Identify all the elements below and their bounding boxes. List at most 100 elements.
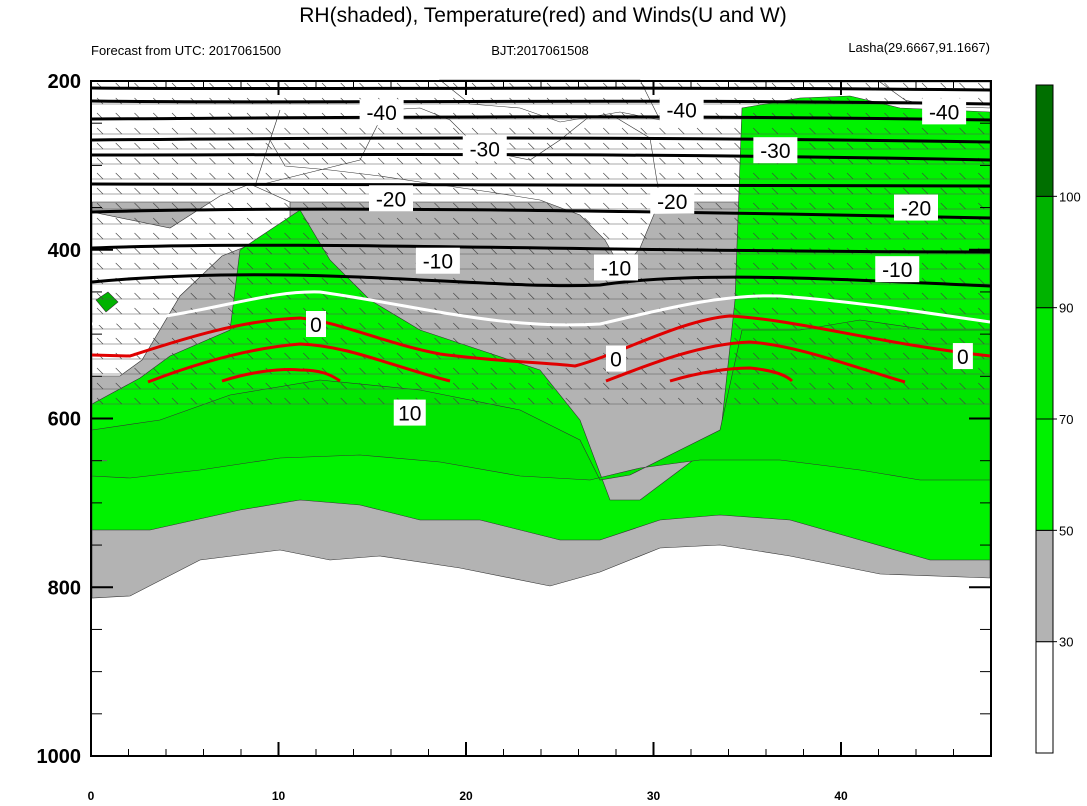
wind-barb-tick: [134, 322, 141, 330]
wind-barb-tick: [734, 232, 741, 240]
wind-barb-tick: [340, 262, 347, 270]
wind-barb-tick: [228, 232, 235, 240]
wind-barb-tick: [509, 337, 516, 345]
wind-barb-tick: [209, 142, 216, 150]
wind-barb-tick: [453, 172, 460, 180]
wind-barb-tick: [771, 352, 779, 360]
wind-barb-tick: [153, 307, 160, 315]
wind-barb-tick: [265, 187, 272, 195]
wind-barb-tick: [528, 172, 535, 180]
wind-barb-tick: [678, 127, 685, 135]
wind-barb-tick: [359, 337, 366, 345]
wind-barb-tick: [846, 157, 854, 165]
wind-barb-tick: [584, 292, 591, 300]
wind-barb-tick: [715, 397, 722, 405]
contour-label: 0: [610, 349, 622, 372]
wind-barb-tick: [753, 202, 760, 210]
contour-label-box: [369, 185, 413, 212]
wind-barb-tick: [284, 187, 291, 195]
subtitle-center: BJT:2017061508: [491, 43, 589, 58]
wind-barb-tick: [321, 127, 329, 135]
wind-barb-tick: [303, 232, 310, 240]
wind-barb-tick: [603, 217, 610, 225]
wind-barb-tick: [228, 307, 235, 315]
wind-barb-tick: [340, 232, 347, 240]
wind-barb-tick: [171, 217, 179, 225]
wind-barb-tick: [153, 262, 160, 270]
wind-barb-tick: [228, 382, 235, 390]
wind-barb-tick: [715, 157, 722, 165]
wind-barb-tick: [96, 262, 104, 270]
wind-barb-tick: [340, 382, 347, 390]
wind-barb-tick: [809, 337, 816, 345]
wind-barb-tick: [171, 397, 179, 405]
wind-barb-tick: [828, 367, 835, 375]
wind-barb-tick: [715, 217, 722, 225]
wind-barb-tick: [190, 337, 197, 345]
wind-barb-tick: [321, 382, 329, 390]
wind-barb-tick: [171, 262, 179, 270]
y-tick-label: 200: [48, 71, 81, 93]
wind-barb-tick: [753, 277, 760, 285]
wind-barb-tick: [921, 397, 929, 405]
wind-barb-tick: [490, 382, 497, 390]
wind-barb-tick: [284, 277, 291, 285]
wind-barb-tick: [340, 397, 347, 405]
wind-barb-tick: [190, 232, 197, 240]
wind-barb-tick: [565, 367, 572, 375]
wind-barb-tick: [265, 337, 272, 345]
wind-barb-tick: [265, 247, 272, 255]
wind-barb-tick: [846, 187, 854, 195]
wind-barb-tick: [884, 217, 891, 225]
wind-barb-tick: [940, 187, 947, 195]
wind-barb-tick: [303, 172, 310, 180]
wind-barb-tick: [490, 337, 497, 345]
wind-barb-tick: [621, 292, 629, 300]
wind-barb-tick: [265, 397, 272, 405]
wind-barb-tick: [209, 367, 216, 375]
contour-label-box: [922, 98, 967, 125]
wind-barb-tick: [171, 277, 179, 285]
wind-barb-tick: [453, 232, 460, 240]
wind-barb-tick: [396, 232, 404, 240]
wind-barb-tick: [96, 397, 104, 405]
contour-label-box: [359, 99, 404, 126]
wind-barb-tick: [715, 232, 722, 240]
wind-barb-tick: [134, 397, 141, 405]
wind-barb-tick: [396, 382, 404, 390]
wind-barb-tick: [546, 172, 554, 180]
wind-barb-tick: [265, 322, 272, 330]
wind-barb-tick: [434, 322, 441, 330]
wind-barb-tick: [153, 337, 160, 345]
wind-barb-tick: [96, 232, 104, 240]
wind-barb-tick: [621, 232, 629, 240]
wind-barb-tick: [509, 232, 516, 240]
wind-barb-tick: [959, 172, 966, 180]
wind-barb-tick: [209, 247, 216, 255]
wind-barb-tick: [884, 142, 891, 150]
wind-barb-tick: [284, 172, 291, 180]
wind-barb-tick: [940, 322, 947, 330]
wind-barb-tick: [734, 277, 741, 285]
wind-barb-tick: [471, 232, 479, 240]
wind-barb-tick: [415, 217, 422, 225]
contour-label: -10: [423, 251, 453, 274]
y-tick-label: 800: [48, 577, 81, 599]
wind-barb-tick: [359, 322, 366, 330]
wind-barb-tick: [696, 397, 704, 405]
wind-barb-tick: [584, 157, 591, 165]
wind-barb-tick: [865, 352, 872, 360]
wind-barb-tick: [359, 262, 366, 270]
x-tick-label: 20: [459, 789, 473, 803]
wind-barb-tick: [771, 397, 779, 405]
wind-barb-tick: [734, 127, 741, 135]
wind-barb-tick: [340, 127, 347, 135]
wind-barb-tick: [528, 217, 535, 225]
x-ticks: 0 10 20 30 40: [88, 81, 992, 803]
wind-barb-tick: [603, 292, 610, 300]
wind-barb-tick: [171, 142, 179, 150]
wind-barb-tick: [903, 187, 910, 195]
wind-barb-tick: [490, 232, 497, 240]
wind-barb-tick: [715, 187, 722, 195]
wind-barb-tick: [546, 292, 554, 300]
